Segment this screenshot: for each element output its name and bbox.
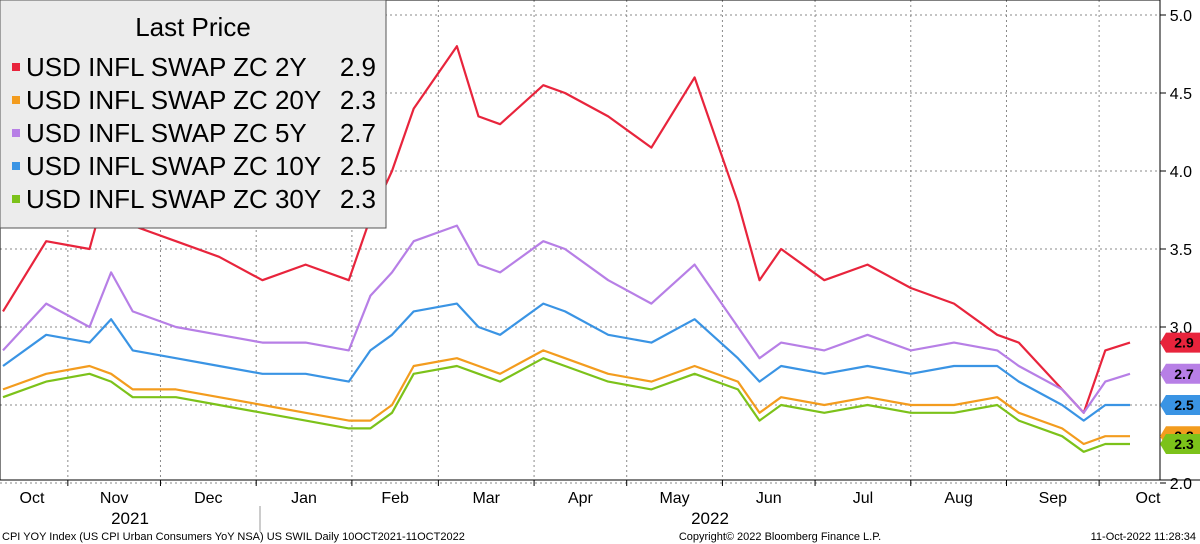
x-tick-label: Jun xyxy=(756,490,782,507)
badge-value: 2.7 xyxy=(1174,366,1194,382)
x-tick-label: May xyxy=(659,490,689,507)
x-tick-label: Oct xyxy=(20,490,45,507)
legend-entry-name: USD INFL SWAP ZC 10Y xyxy=(26,151,321,181)
x-tick-label: Aug xyxy=(944,490,972,507)
x-tick-label: Jan xyxy=(291,490,317,507)
badge-shape xyxy=(1160,363,1200,384)
x-tick-label: Nov xyxy=(100,490,128,507)
legend-swatch xyxy=(12,96,20,104)
legend-entry-value: 2.3 xyxy=(340,85,376,115)
x-tick-label: Mar xyxy=(472,490,500,507)
x-tick-label: Dec xyxy=(194,490,222,507)
legend-box xyxy=(0,0,387,229)
series-line xyxy=(2,45,1131,414)
legend-entry-name: USD INFL SWAP ZC 30Y xyxy=(26,184,321,214)
legend-entry-name: USD INFL SWAP ZC 2Y xyxy=(26,52,307,82)
x-tick-label: Feb xyxy=(381,490,409,507)
y-tick-label: 2.0 xyxy=(1170,476,1192,493)
legend-entry-value: 2.7 xyxy=(340,118,376,148)
legend-entry-value: 2.5 xyxy=(340,151,376,181)
last-price-badge: 2.9 xyxy=(1160,332,1200,353)
x-tick-label: Oct xyxy=(1136,490,1161,507)
legend-swatch xyxy=(12,129,20,137)
legend-items: USD INFL SWAP ZC 2Y 2.9 USD INFL SWAP ZC 2… xyxy=(12,52,376,214)
legend-swatch xyxy=(12,63,20,71)
series-line xyxy=(2,349,1130,446)
x-tick-label: Sep xyxy=(1039,490,1068,507)
series-line xyxy=(2,357,1130,453)
series-lines xyxy=(2,45,1131,453)
badge-value: 2.3 xyxy=(1174,436,1194,452)
badge-shape xyxy=(1160,395,1200,415)
last-price-badge: 2.3 xyxy=(1160,434,1200,454)
series-line xyxy=(2,224,1131,414)
legend-swatch xyxy=(12,195,20,203)
y-tick-label: 3.5 xyxy=(1170,242,1192,259)
year-labels: 2021 2022 xyxy=(111,506,729,532)
footer-source: CPI YOY Index (US CPI Urban Consumers Yo… xyxy=(2,531,465,543)
last-price-badges: 2.92.72.52.32.3 xyxy=(1160,332,1200,454)
footer-copyright: Copyright© 2022 Bloomberg Finance L.P. xyxy=(679,531,881,543)
legend-entry-value: 2.3 xyxy=(340,184,376,214)
footer: CPI YOY Index (US CPI Urban Consumers Yo… xyxy=(2,531,1196,543)
last-price-badge: 2.5 xyxy=(1160,395,1200,415)
footer-timestamp: 11-Oct-2022 11:28:34 xyxy=(1091,531,1196,543)
x-tick-label: Jul xyxy=(853,490,873,507)
series-line xyxy=(2,302,1130,422)
badge-value: 2.9 xyxy=(1174,335,1194,351)
badge-shape xyxy=(1160,434,1200,454)
year-label-2022: 2022 xyxy=(691,509,729,528)
badge-shape xyxy=(1160,332,1200,353)
grid xyxy=(0,0,1160,484)
legend-entry-name: USD INFL SWAP ZC 5Y xyxy=(26,118,307,148)
legend-title: Last Price xyxy=(135,12,251,42)
y-tick-label: 4.5 xyxy=(1170,86,1192,103)
y-tick-label: 4.0 xyxy=(1170,164,1192,181)
last-price-badge: 2.7 xyxy=(1160,363,1200,384)
legend-swatch xyxy=(12,162,20,170)
year-label-2021: 2021 xyxy=(111,509,149,528)
legend-entry-value: 2.9 xyxy=(340,52,376,82)
x-tick-label: Apr xyxy=(568,490,594,507)
badge-value: 2.5 xyxy=(1174,397,1194,413)
legend-entry-name: USD INFL SWAP ZC 20Y xyxy=(26,85,321,115)
y-tick-label: 5.0 xyxy=(1170,8,1192,25)
x-axis: Oct Nov Dec Jan Feb Mar Apr May Jun Jul Aug Sep Oct xyxy=(20,480,1161,507)
